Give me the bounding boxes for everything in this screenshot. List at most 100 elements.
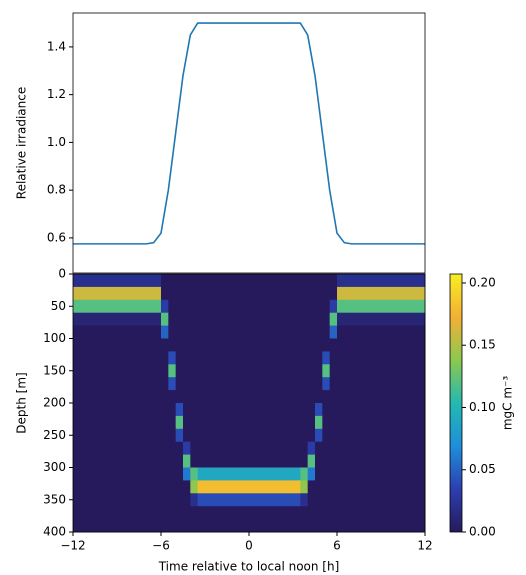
heat-cell: [337, 364, 426, 378]
heat-cell: [183, 403, 191, 417]
heat-cell: [190, 377, 199, 391]
y-tick-label: 100: [43, 331, 66, 345]
heat-cell: [175, 338, 184, 352]
heat-cell: [183, 454, 191, 468]
heat-cell: [300, 415, 309, 430]
heat-cell: [300, 390, 309, 404]
heat-cell: [73, 351, 162, 365]
heat-cell: [322, 428, 331, 443]
heat-cell: [73, 274, 162, 288]
heat-cell: [307, 506, 316, 520]
heat-cell: [161, 506, 169, 520]
heat-cell: [322, 467, 331, 481]
heat-cell: [197, 312, 301, 327]
heat-cell: [175, 493, 184, 507]
heat-cell: [183, 299, 191, 314]
y-tick-label: 50: [51, 299, 66, 313]
heat-cell: [175, 299, 184, 314]
y-tick-label: 1.4: [47, 39, 66, 53]
line: [73, 22, 425, 245]
heat-cell: [161, 467, 169, 481]
heat-cell: [73, 493, 162, 507]
heat-cell: [73, 338, 162, 352]
colorbar-tick-label: 0.15: [469, 338, 496, 352]
heat-cell: [190, 364, 199, 378]
y-tick-label: 1.0: [47, 135, 66, 149]
heat-cell: [197, 403, 301, 417]
heat-cell: [161, 312, 169, 327]
heat-cell: [300, 467, 309, 481]
heat-cell: [197, 415, 301, 430]
y-tick-label: 250: [43, 428, 66, 442]
heat-cell: [175, 286, 184, 301]
heat-cell: [322, 390, 331, 404]
heat-cell: [183, 312, 191, 327]
heat-cell: [322, 480, 331, 494]
heat-cell: [190, 351, 199, 365]
heat-cell: [190, 454, 199, 468]
axes-frame: [72, 273, 426, 533]
colorbar-label: mgC m⁻³: [501, 376, 515, 431]
heat-cell: [161, 286, 169, 301]
y-tick-label: 0.8: [47, 183, 66, 197]
heat-cell: [337, 312, 426, 327]
heat-cell: [300, 403, 309, 417]
heat-cell: [168, 493, 177, 507]
heat-cell: [161, 364, 169, 378]
heat-cell: [183, 325, 191, 339]
y-axis-label: Depth [m]: [15, 372, 29, 433]
heat-cell: [322, 351, 331, 365]
heat-cell: [190, 480, 199, 494]
heat-cell: [190, 299, 199, 314]
heat-cell: [315, 312, 323, 327]
heat-cell: [73, 454, 162, 468]
heat-cell: [329, 274, 338, 288]
heat-cell: [168, 351, 177, 365]
heat-cell: [161, 299, 169, 314]
heat-cell: [329, 403, 338, 417]
heat-cell: [190, 428, 199, 443]
x-tick-label: 6: [333, 539, 341, 553]
heat-cell: [183, 441, 191, 456]
heat-cell: [315, 377, 323, 391]
heat-cell: [300, 480, 309, 494]
heat-cell: [322, 415, 331, 430]
heat-cell: [315, 467, 323, 481]
heat-cell: [300, 493, 309, 507]
heat-cell: [190, 441, 199, 456]
y-tick-label: 350: [43, 492, 66, 506]
heat-cell: [322, 364, 331, 378]
heat-cell: [300, 274, 309, 288]
axes-frame: [72, 12, 426, 274]
heat-cell: [190, 390, 199, 404]
y-tick-label: 1.2: [47, 87, 66, 101]
heat-cell: [329, 299, 338, 314]
heat-cell: [168, 506, 177, 520]
heat-cell: [307, 274, 316, 288]
heat-cell: [168, 274, 177, 288]
heat-cell: [197, 506, 301, 520]
heat-cell: [183, 274, 191, 288]
heat-cell: [315, 480, 323, 494]
heat-cell: [300, 454, 309, 468]
heat-cell: [329, 493, 338, 507]
heat-cell: [322, 377, 331, 391]
heat-cell: [337, 274, 426, 288]
heat-cell: [307, 351, 316, 365]
heat-cell: [183, 364, 191, 378]
heat-cell: [73, 428, 162, 443]
heat-cell: [315, 506, 323, 520]
heat-cell: [315, 325, 323, 339]
heat-cell: [183, 286, 191, 301]
heat-cell: [197, 299, 301, 314]
heat-cell: [337, 428, 426, 443]
heat-cell: [307, 299, 316, 314]
x-tick-label: 0: [245, 539, 253, 553]
heat-cell: [175, 480, 184, 494]
heat-cell: [168, 441, 177, 456]
heat-cell: [197, 493, 301, 507]
heat-cell: [322, 493, 331, 507]
heat-cell: [315, 364, 323, 378]
heat-cell: [183, 338, 191, 352]
